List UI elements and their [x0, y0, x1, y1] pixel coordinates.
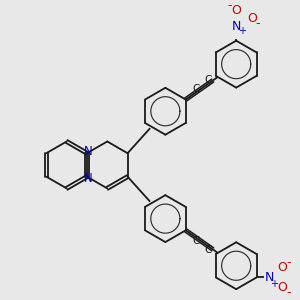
Text: C: C: [193, 236, 200, 246]
Text: O: O: [247, 12, 257, 25]
Text: C: C: [204, 244, 212, 254]
Text: C: C: [204, 75, 212, 85]
Text: +: +: [238, 26, 246, 36]
Text: -: -: [286, 256, 291, 269]
Text: O: O: [278, 260, 287, 274]
Text: +: +: [270, 278, 278, 289]
Text: C: C: [193, 84, 200, 94]
Text: N: N: [84, 145, 93, 158]
Text: N: N: [265, 271, 274, 284]
Text: O: O: [278, 281, 287, 294]
Text: N: N: [232, 20, 241, 33]
Text: -: -: [286, 286, 291, 299]
Text: O: O: [231, 4, 241, 17]
Text: N: N: [84, 172, 93, 185]
Text: -: -: [256, 17, 260, 30]
Text: -: -: [227, 0, 232, 12]
